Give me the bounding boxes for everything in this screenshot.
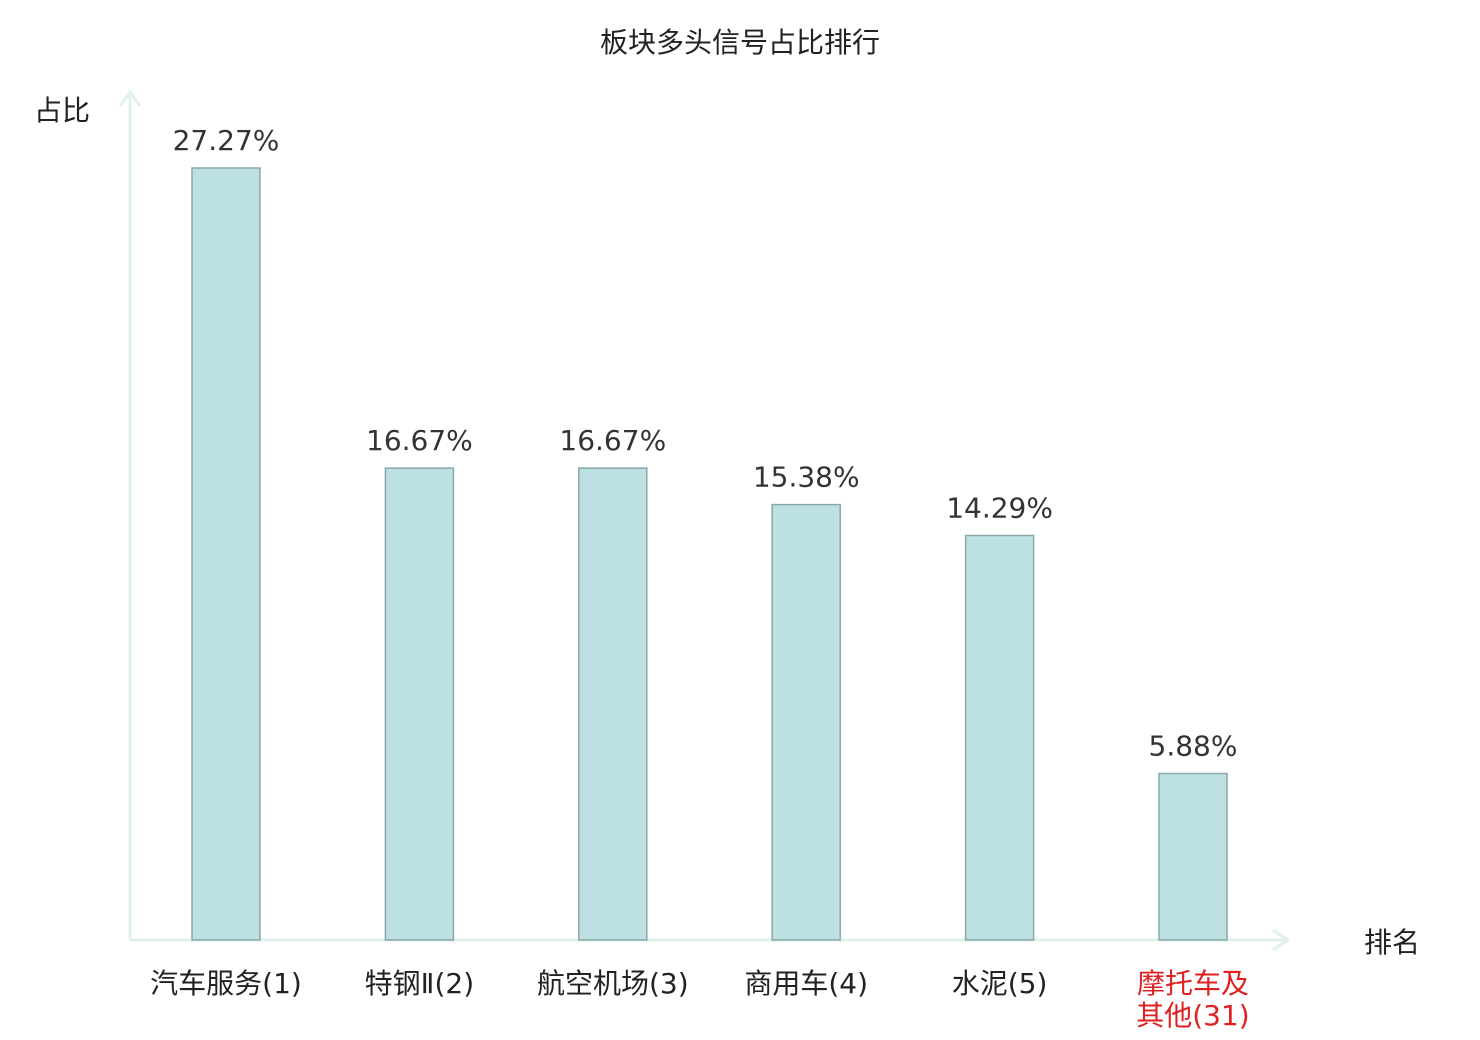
category-labels-group: 汽车服务(1) 特钢Ⅱ(2) 航空机场(3) 商用车(4) 水泥(5) 摩托车及其他(31… [150,967,1250,1032]
bar-2 [384,467,455,941]
value-label-5: 14.29% [946,492,1053,525]
x-axis-label: 排名 [1364,926,1420,959]
category-label-2: 特钢Ⅱ(2) [365,967,474,1000]
chart-title: 板块多头信号占比排行 [600,26,880,59]
value-label-1: 27.27% [173,124,280,157]
category-label-1: 汽车服务(1) [150,967,302,1000]
bars-group [191,167,1228,941]
bar-3 [578,467,648,941]
category-label-5: 水泥(5) [952,967,1048,1000]
y-axis-arrow [118,89,142,107]
bar-1 [191,167,261,941]
category-label-6-line-2: 其他(31) [1136,999,1249,1032]
category-label-6-line-1: 摩托车及 [1137,967,1249,1000]
bar-4 [771,503,841,941]
axes [118,89,1291,952]
bar-5 [964,534,1035,941]
value-label-4: 15.38% [753,461,860,494]
y-axis-label: 占比 [34,94,90,127]
value-labels-group: 27.27% 16.67% 16.67% 15.38% 14.29% 5.88% [173,124,1238,763]
value-label-2: 16.67% [366,424,473,457]
category-label-4: 商用车(4) [744,967,868,1000]
value-label-3: 16.67% [559,424,666,457]
value-label-6: 5.88% [1149,730,1238,763]
category-label-3: 航空机场(3) [537,967,689,1000]
x-axis-arrow [1272,928,1291,952]
bar-6 [1158,772,1228,941]
